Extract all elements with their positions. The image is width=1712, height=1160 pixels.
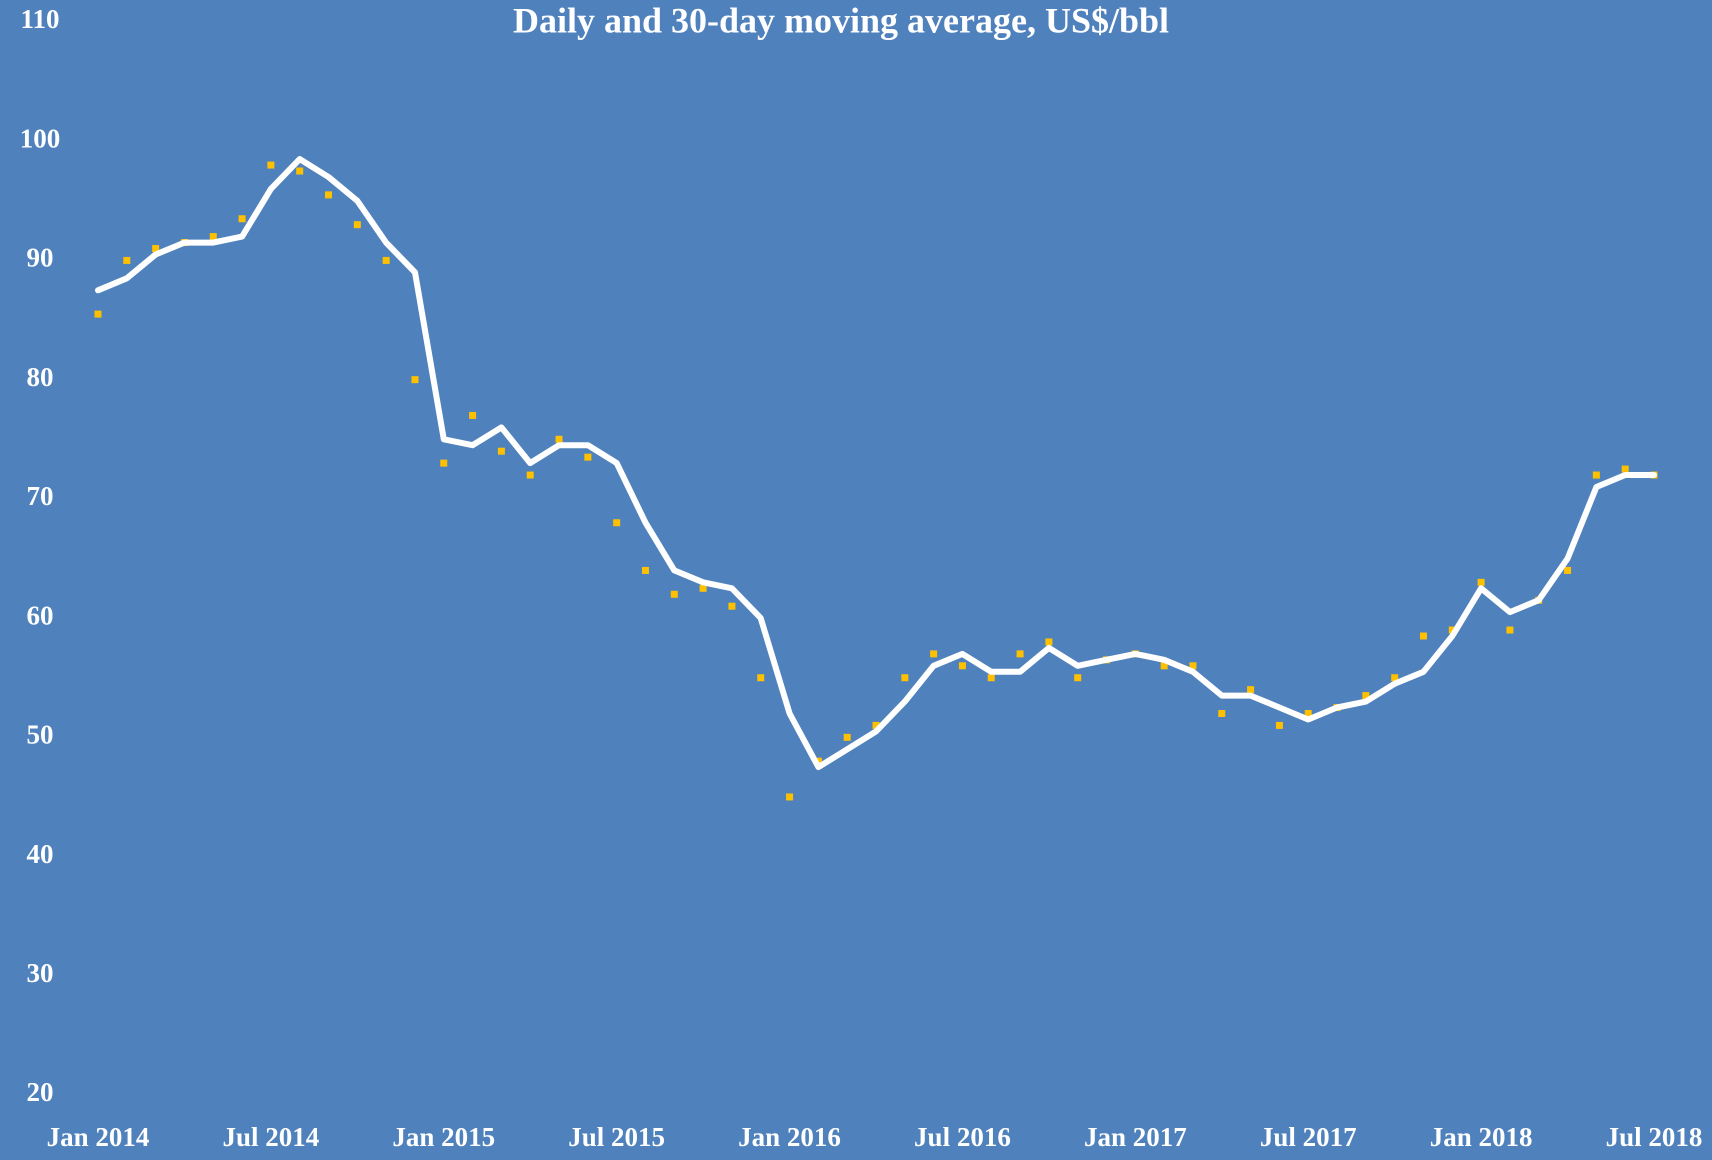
daily-point <box>1621 465 1629 473</box>
x-tick-label: Jul 2016 <box>914 1122 1011 1152</box>
daily-point <box>1189 662 1197 670</box>
daily-point <box>353 221 361 229</box>
daily-point <box>930 650 938 658</box>
daily-point <box>1448 626 1456 634</box>
daily-point <box>411 376 419 384</box>
y-tick-label: 70 <box>27 481 54 511</box>
daily-point <box>1247 686 1255 694</box>
daily-point <box>497 447 505 455</box>
daily-point <box>843 733 851 741</box>
daily-point <box>526 471 534 479</box>
daily-point <box>238 215 246 223</box>
daily-point <box>987 674 995 682</box>
y-tick-label: 40 <box>27 839 54 869</box>
x-tick-label: Jul 2018 <box>1606 1122 1703 1152</box>
daily-point <box>1016 650 1024 658</box>
daily-point <box>1506 626 1514 634</box>
daily-point <box>1477 578 1485 586</box>
daily-point <box>440 459 448 467</box>
daily-point <box>901 674 909 682</box>
daily-point <box>1074 674 1082 682</box>
y-tick-label: 80 <box>27 362 54 392</box>
y-tick-label: 30 <box>27 958 54 988</box>
x-tick-label: Jan 2016 <box>738 1122 841 1152</box>
daily-point <box>555 435 563 443</box>
x-tick-label: Jan 2017 <box>1084 1122 1187 1152</box>
x-tick-label: Jul 2015 <box>568 1122 665 1152</box>
daily-point <box>123 256 131 264</box>
daily-point <box>267 161 275 169</box>
daily-point <box>1275 721 1283 729</box>
y-tick-label: 50 <box>27 720 54 750</box>
daily-point <box>786 793 794 801</box>
daily-point <box>1304 709 1312 717</box>
daily-point <box>296 167 304 175</box>
daily-point <box>641 566 649 574</box>
daily-point <box>1419 632 1427 640</box>
daily-point <box>469 411 477 419</box>
moving-average-line <box>95 156 1657 771</box>
daily-point <box>382 256 390 264</box>
x-tick-label: Jan 2014 <box>47 1122 150 1152</box>
daily-point <box>1391 674 1399 682</box>
daily-point <box>152 245 160 253</box>
x-tick-label: Jan 2018 <box>1430 1122 1533 1152</box>
chart-title: Daily and 30-day moving average, US$/bbl <box>513 0 1169 40</box>
daily-point <box>1218 709 1226 717</box>
daily-point <box>613 519 621 527</box>
daily-point <box>209 233 217 241</box>
daily-point <box>1045 638 1053 646</box>
daily-point <box>757 674 765 682</box>
x-tick-label: Jul 2017 <box>1260 1122 1357 1152</box>
daily-point <box>1362 692 1370 700</box>
daily-point <box>670 590 678 598</box>
x-tick-label: Jan 2015 <box>392 1122 495 1152</box>
daily-point <box>1592 471 1600 479</box>
daily-point <box>94 310 102 318</box>
daily-point <box>584 453 592 461</box>
x-tick-label: Jul 2014 <box>222 1122 319 1152</box>
daily-point <box>699 584 707 592</box>
daily-point <box>1564 566 1572 574</box>
y-tick-label: 100 <box>20 123 61 153</box>
y-tick-label: 90 <box>27 243 54 273</box>
daily-point <box>1160 662 1168 670</box>
daily-point <box>958 662 966 670</box>
y-tick-label: 20 <box>27 1077 54 1107</box>
daily-point <box>728 602 736 610</box>
daily-point <box>872 721 880 729</box>
y-tick-label: 110 <box>20 4 59 34</box>
y-tick-label: 60 <box>27 600 54 630</box>
daily-point <box>325 191 333 199</box>
